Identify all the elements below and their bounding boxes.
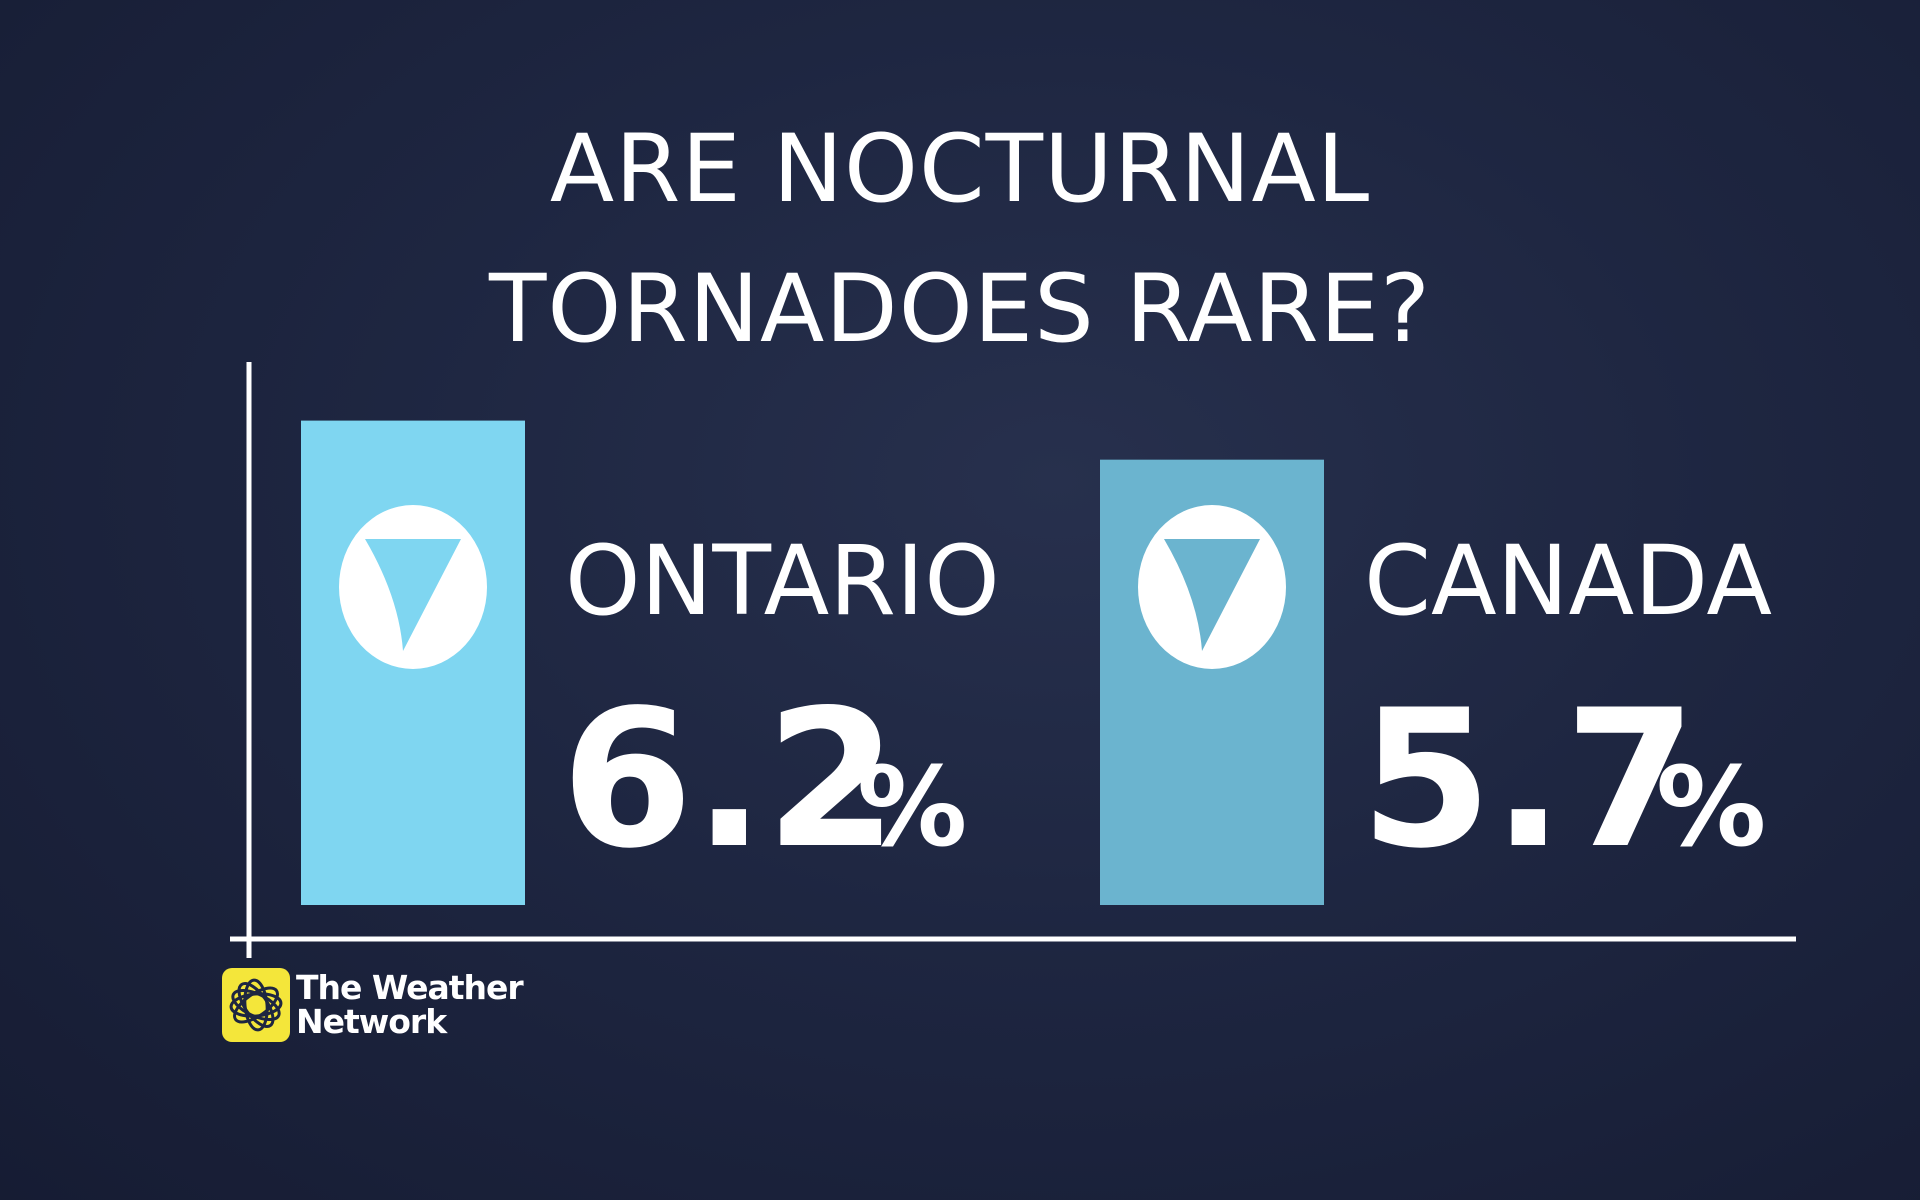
value-label-ontario: 6.2 [561,669,898,890]
weather-network-wordmark: The Weather Network [296,968,524,1041]
funnel-shape [365,539,461,651]
weather-network-logo-icon [222,968,290,1042]
weather-network-logo: The Weather Network [222,968,524,1042]
unit-label-ontario: % [857,743,967,871]
chart-title: ARE NOCTURNAL TORNADOES RARE? [0,100,1920,380]
funnel-shape [1164,539,1260,651]
category-label-ontario: ONTARIO [565,525,1000,637]
logo-line-1: The Weather [296,968,524,1007]
bars-group: ONTARIO 6.2% CANADA 5.7% [301,420,1772,905]
tornado-funnel-icon [1138,505,1286,669]
value-label-canada: 5.7 [1360,669,1697,890]
logo-line-2: Network [296,1002,447,1041]
chart-title-line-2: TORNADOES RARE? [488,255,1432,364]
category-label-canada: CANADA [1364,525,1772,637]
chart-title-line-1: ARE NOCTURNAL [549,115,1371,224]
tornado-funnel-icon [339,505,487,669]
unit-label-canada: % [1656,743,1766,871]
